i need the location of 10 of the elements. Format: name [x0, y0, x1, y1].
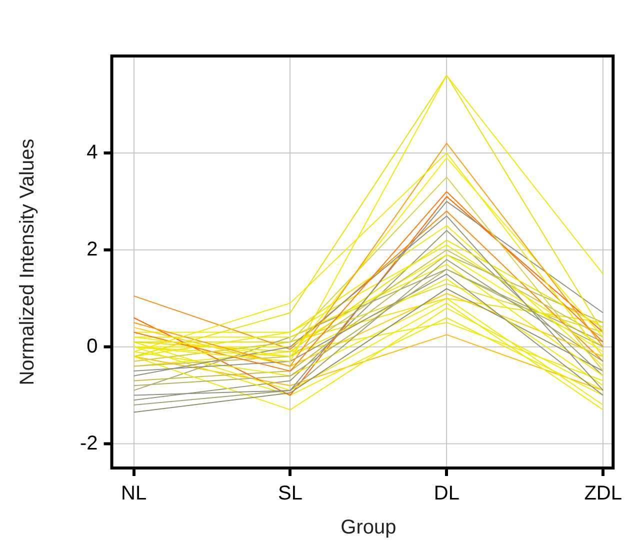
x-tick-label: NL [120, 482, 147, 505]
y-axis-title: Normalized Intensity Values [16, 138, 39, 386]
y-tick-label: 0 [86, 335, 98, 358]
x-tick-label: SL [278, 482, 302, 505]
x-tick-label: DL [434, 482, 460, 505]
x-axis-title: Group [340, 516, 396, 539]
y-tick-label: 2 [86, 238, 98, 260]
y-tick-label: -2 [80, 432, 98, 454]
y-tick-label: 4 [86, 141, 98, 164]
x-tick-label: ZDL [584, 482, 622, 505]
